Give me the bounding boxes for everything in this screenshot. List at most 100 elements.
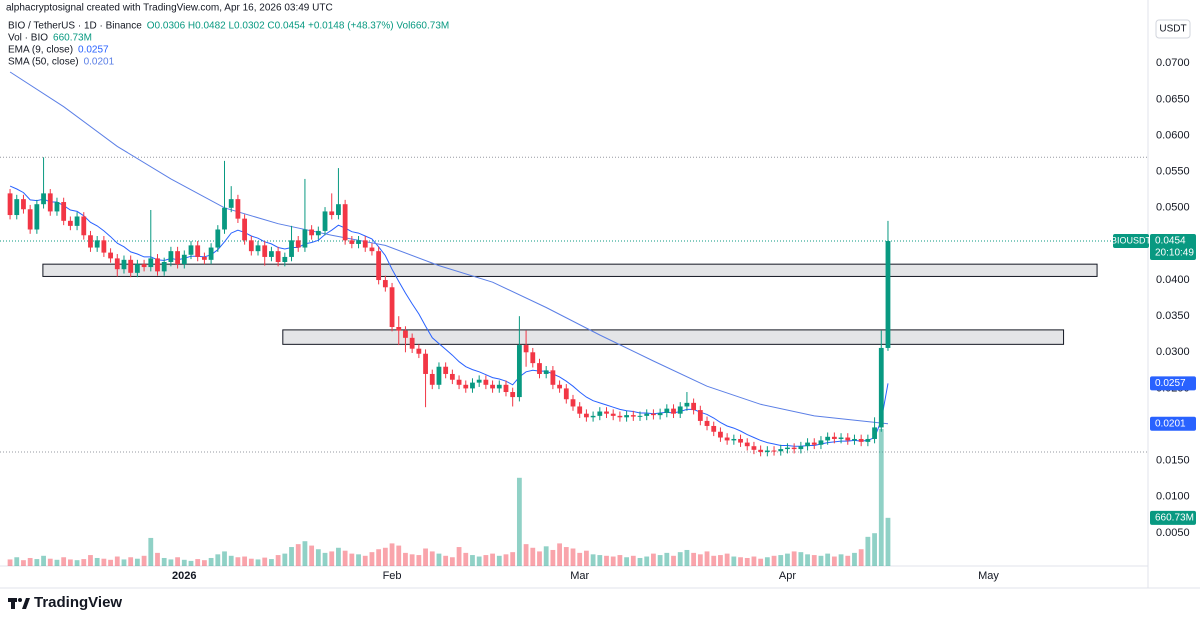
- volume-badge: 660.73M: [1155, 512, 1194, 523]
- candle-body: [155, 258, 160, 272]
- volume-bar: [329, 551, 335, 566]
- candle-body: [563, 388, 569, 400]
- volume-bar: [711, 555, 717, 566]
- candle-body: [235, 199, 241, 219]
- volume-bar: [202, 560, 207, 566]
- candle-body: [88, 235, 93, 248]
- volume-bar: [349, 553, 355, 566]
- candle-body: [610, 413, 616, 416]
- volume-bar: [751, 556, 757, 566]
- candle-body: [764, 450, 770, 452]
- volume-bar: [155, 552, 160, 566]
- candle-body: [443, 366, 449, 374]
- candle-body: [295, 240, 301, 248]
- candle-body: [865, 438, 871, 442]
- volume-bar: [275, 555, 281, 566]
- volume-bar: [148, 537, 154, 566]
- volume-bar: [858, 549, 864, 566]
- volume-bar: [302, 541, 308, 566]
- candle-body: [47, 193, 53, 212]
- volume-bar: [356, 554, 361, 566]
- volume-bar: [785, 553, 790, 566]
- volume-bar: [651, 553, 656, 566]
- volume-bar: [443, 555, 449, 566]
- candle-body: [664, 408, 670, 413]
- y-tick-label: 0.0150: [1156, 455, 1190, 467]
- candle-body: [858, 438, 864, 442]
- candle-body: [624, 415, 630, 418]
- y-tick-label: 0.0100: [1156, 491, 1190, 503]
- volume-bar: [831, 556, 837, 566]
- candle-body: [202, 256, 207, 260]
- volume-bar: [671, 555, 676, 566]
- x-tick-label: 2026: [172, 570, 196, 582]
- candle-body: [617, 415, 623, 418]
- volume-bar: [228, 555, 234, 566]
- volume-bar: [811, 555, 817, 566]
- volume-bar: [21, 560, 26, 566]
- volume-bar: [476, 556, 482, 566]
- candle-body: [651, 413, 656, 416]
- volume-bar: [128, 557, 134, 566]
- candle-body: [403, 330, 408, 338]
- y-tick-label: 0.0500: [1156, 202, 1190, 214]
- volume-bar: [322, 552, 328, 566]
- price-badge: 0.0454: [1155, 236, 1186, 247]
- volume-bar: [872, 533, 877, 566]
- volume-bar: [376, 549, 382, 566]
- legend-text: O0.0306 H0.0482 L0.0302 C0.0454 +0.0148 …: [147, 21, 449, 32]
- candle-body: [282, 256, 288, 262]
- candle-body: [852, 438, 857, 441]
- volume-bar: [550, 549, 556, 566]
- volume-bar: [758, 558, 764, 566]
- candle-body: [456, 379, 462, 385]
- volume-bar: [101, 558, 107, 566]
- candle-body: [248, 240, 254, 252]
- candle-body: [362, 240, 368, 248]
- candle-body: [711, 425, 717, 432]
- volume-bar: [724, 553, 730, 566]
- volume-bar: [41, 555, 46, 566]
- volume-bar: [738, 557, 743, 566]
- candle-body: [644, 413, 650, 416]
- candle-body: [81, 216, 87, 236]
- legend-text: EMA (9, close): [8, 45, 73, 56]
- y-tick-label: 0.0300: [1156, 346, 1190, 358]
- y-tick-label: 0.0550: [1156, 166, 1190, 178]
- candle-body: [771, 450, 777, 452]
- candle-body: [583, 413, 589, 418]
- y-tick-label: 0.0650: [1156, 93, 1190, 105]
- price-badge-bg: [1150, 234, 1196, 261]
- candle-body: [336, 204, 341, 216]
- volume-bar: [235, 557, 241, 566]
- volume-bar: [590, 554, 596, 566]
- candle-body: [831, 436, 837, 439]
- volume-bar: [94, 557, 100, 566]
- candle-body: [128, 259, 134, 273]
- indicator-badge: 0.0201: [1155, 418, 1186, 429]
- volume-bar: [456, 547, 462, 566]
- indicator-line: [9, 71, 889, 425]
- volume-bar: [503, 554, 509, 566]
- candle-body: [570, 399, 576, 407]
- volume-bar: [825, 553, 831, 566]
- volume-bar: [617, 555, 623, 566]
- volume-bar: [369, 552, 375, 566]
- volume-bar: [34, 559, 40, 566]
- candle-body: [885, 241, 891, 348]
- candle-body: [382, 280, 388, 288]
- axis-currency: USDT: [1159, 24, 1186, 35]
- volume-bar: [624, 557, 630, 566]
- candle-body: [516, 345, 522, 398]
- candle-body: [423, 353, 428, 374]
- candle-body: [74, 216, 80, 226]
- volume-bar: [610, 556, 616, 566]
- candle-body: [255, 245, 261, 252]
- candle-body: [590, 415, 596, 418]
- candle-body: [684, 402, 690, 407]
- candle-body: [242, 218, 248, 241]
- candle-body: [785, 447, 790, 450]
- legend-text: Vol · BIO: [8, 33, 48, 44]
- candle-body: [409, 337, 415, 349]
- volume-bar: [295, 544, 301, 566]
